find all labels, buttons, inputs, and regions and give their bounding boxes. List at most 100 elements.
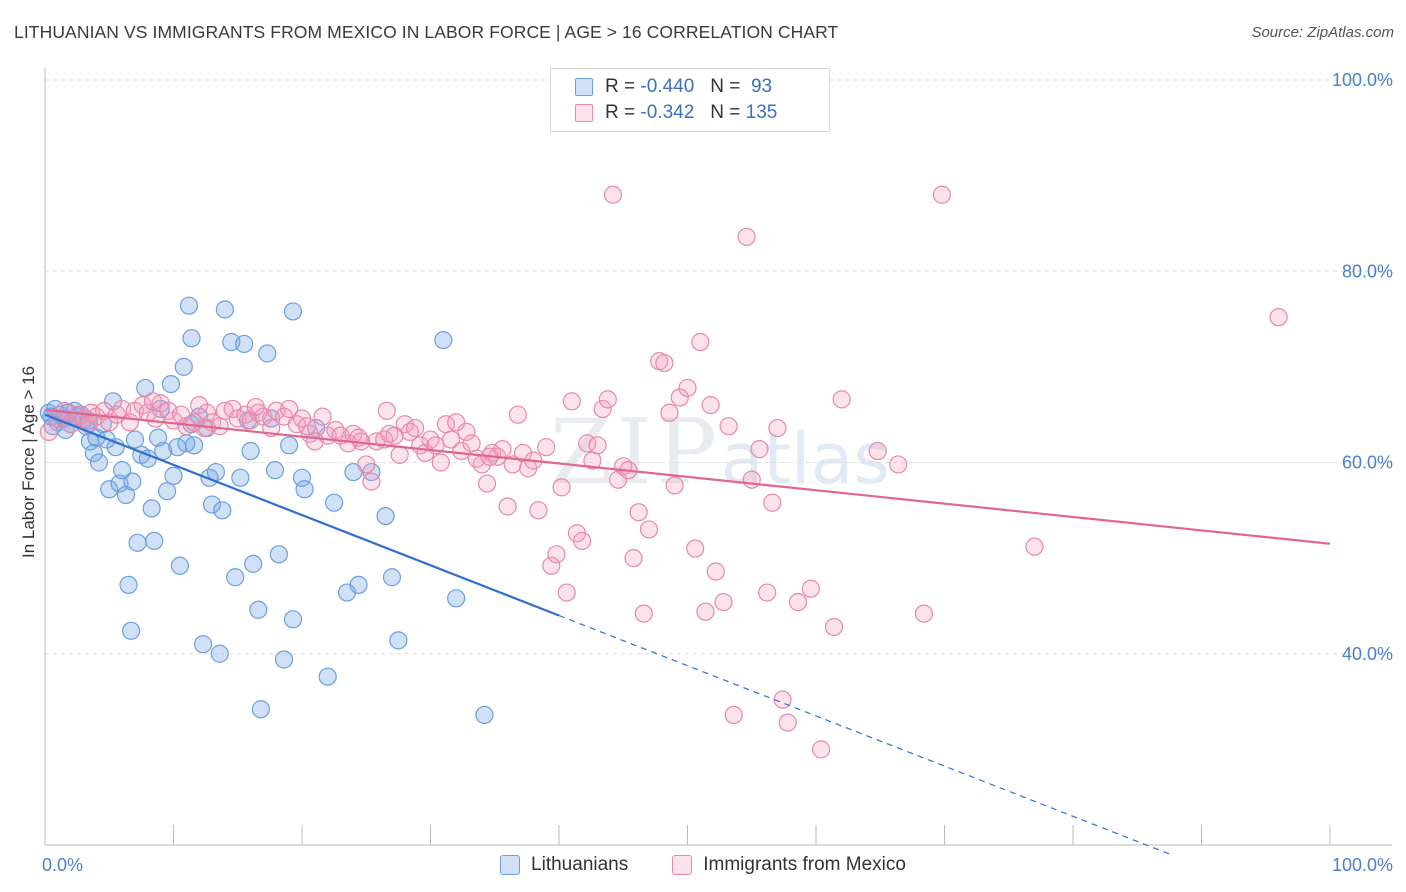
x-tick-label: 100.0% bbox=[1332, 855, 1393, 875]
point-lithuanians bbox=[283, 302, 303, 321]
point-lithuanians bbox=[269, 545, 288, 564]
watermark-atlas: atlas bbox=[720, 418, 890, 500]
point-lithuanians bbox=[157, 482, 177, 501]
trend-line-lithuanians-extension bbox=[558, 614, 1171, 855]
point-lithuanians bbox=[213, 501, 232, 520]
point-mexico bbox=[686, 539, 705, 558]
point-lithuanians bbox=[292, 468, 312, 487]
point-mexico bbox=[588, 436, 607, 455]
correlation-legend: R = -0.440 N = 93 R = -0.342 N = 135 bbox=[550, 68, 830, 132]
point-mexico bbox=[758, 583, 777, 602]
point-lithuanians bbox=[142, 499, 161, 518]
point-mexico bbox=[573, 531, 592, 551]
point-mexico bbox=[889, 455, 908, 474]
series-legend: Lithuanians Immigrants from Mexico bbox=[0, 852, 1406, 878]
legend-row-lithuanians: R = -0.440 N = 93 bbox=[551, 74, 772, 100]
point-lithuanians bbox=[182, 329, 201, 348]
legend-n-label: N = bbox=[710, 102, 741, 123]
point-lithuanians bbox=[265, 461, 285, 480]
point-lithuanians bbox=[249, 600, 268, 619]
point-mexico bbox=[778, 713, 797, 732]
legend-item-lithuanians[interactable]: Lithuanians bbox=[500, 854, 628, 876]
point-mexico bbox=[298, 417, 317, 436]
point-mexico bbox=[737, 227, 756, 246]
point-mexico bbox=[832, 390, 851, 409]
point-lithuanians bbox=[274, 650, 294, 669]
point-lithuanians bbox=[100, 480, 119, 499]
x-tick-label: 0.0% bbox=[42, 855, 83, 875]
point-mexico bbox=[557, 583, 576, 602]
point-mexico bbox=[1269, 308, 1288, 327]
point-mexico bbox=[868, 441, 887, 461]
legend-n-value: 135 bbox=[745, 102, 778, 123]
point-mexico bbox=[552, 478, 571, 497]
point-mexico bbox=[547, 545, 566, 564]
legend-r-value: -0.342 bbox=[640, 102, 695, 123]
point-lithuanians bbox=[125, 430, 145, 449]
point-lithuanians bbox=[231, 468, 250, 487]
point-mexico bbox=[508, 405, 527, 424]
point-mexico bbox=[326, 420, 345, 440]
point-lithuanians bbox=[123, 472, 142, 491]
point-mexico bbox=[788, 593, 808, 612]
trend-lines bbox=[44, 408, 1331, 855]
chart-title: LITHUANIAN VS IMMIGRANTS FROM MEXICO IN … bbox=[14, 22, 839, 42]
point-mexico bbox=[1025, 537, 1044, 556]
trend-line-mexico bbox=[44, 408, 1331, 545]
point-lithuanians bbox=[318, 667, 337, 686]
point-mexico bbox=[405, 418, 425, 438]
point-lithuanians bbox=[280, 436, 299, 455]
point-lithuanians bbox=[184, 436, 204, 455]
point-mexico bbox=[701, 396, 720, 415]
point-mexico bbox=[390, 445, 409, 464]
point-lithuanians bbox=[89, 453, 109, 472]
point-mexico bbox=[932, 185, 952, 204]
legend-r-label: R = bbox=[605, 76, 636, 97]
point-mexico bbox=[385, 426, 404, 445]
point-mexico bbox=[768, 418, 787, 438]
y-tick-label: 60.0% bbox=[1342, 453, 1393, 473]
point-mexico bbox=[603, 185, 623, 204]
point-lithuanians bbox=[164, 466, 183, 485]
legend-swatch-pink bbox=[672, 855, 693, 875]
point-lithuanians bbox=[119, 575, 138, 595]
watermark-zip: ZIP bbox=[550, 400, 721, 505]
point-mexico bbox=[143, 392, 163, 411]
point-mexico bbox=[431, 453, 450, 472]
point-lithuanians bbox=[84, 443, 103, 463]
point-mexico bbox=[598, 390, 617, 409]
point-mexico bbox=[190, 396, 209, 415]
series-lithuanians-points bbox=[39, 296, 494, 725]
point-mexico bbox=[655, 353, 674, 373]
point-lithuanians bbox=[447, 589, 466, 608]
point-mexico bbox=[421, 430, 440, 449]
point-lithuanians bbox=[475, 705, 494, 725]
point-mexico bbox=[562, 392, 581, 411]
point-lithuanians bbox=[349, 575, 368, 595]
point-lithuanians bbox=[112, 461, 132, 480]
legend-n-label: N = bbox=[710, 76, 741, 97]
point-mexico bbox=[696, 602, 715, 621]
point-lithuanians bbox=[148, 428, 168, 447]
point-mexico bbox=[462, 434, 481, 453]
point-mexico bbox=[452, 441, 471, 461]
legend-swatch-blue bbox=[575, 78, 593, 96]
point-lithuanians bbox=[179, 296, 199, 315]
point-lithuanians bbox=[174, 357, 193, 376]
legend-item-mexico[interactable]: Immigrants from Mexico bbox=[672, 854, 906, 876]
point-mexico bbox=[914, 604, 934, 623]
point-mexico bbox=[542, 556, 561, 575]
source-label: Source: ZipAtlas.com bbox=[1251, 24, 1394, 41]
point-lithuanians bbox=[170, 556, 190, 575]
point-mexico bbox=[529, 501, 548, 520]
point-mexico bbox=[197, 403, 217, 422]
point-mexico bbox=[441, 430, 461, 449]
point-mexico bbox=[719, 417, 738, 436]
point-mexico bbox=[313, 407, 332, 426]
point-mexico bbox=[801, 579, 820, 598]
legend-n-value: 93 bbox=[750, 76, 773, 97]
point-mexico bbox=[670, 388, 689, 407]
point-mexico bbox=[763, 493, 782, 512]
point-mexico bbox=[593, 399, 612, 419]
